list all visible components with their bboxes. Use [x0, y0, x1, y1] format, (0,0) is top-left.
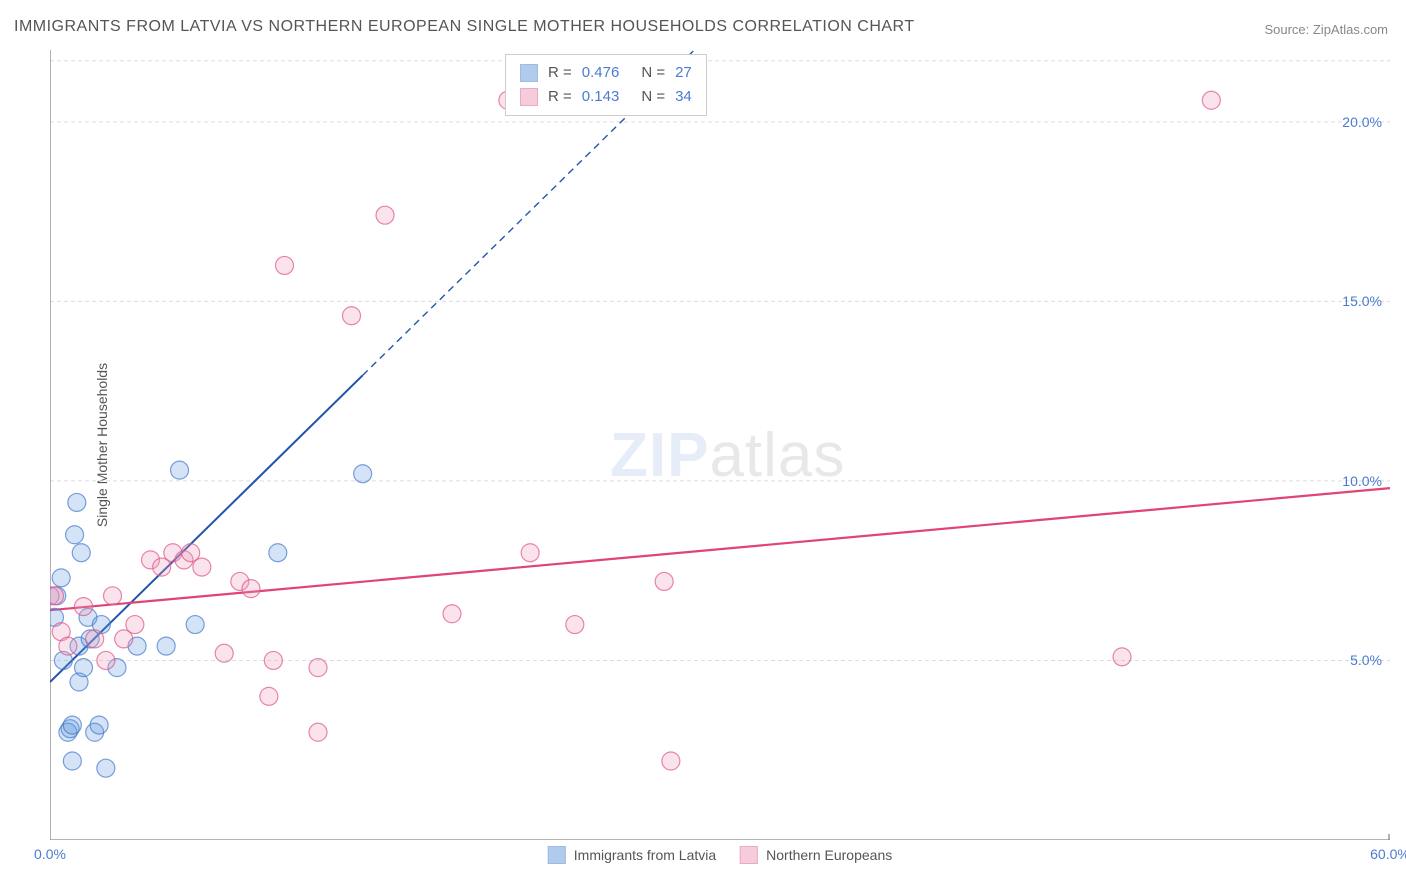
swatch-latvia: [548, 846, 566, 864]
y-tick-label: 20.0%: [1342, 114, 1382, 130]
legend-item-northern: Northern Europeans: [740, 846, 892, 864]
r-label: R =: [548, 85, 572, 109]
y-tick-label: 10.0%: [1342, 473, 1382, 489]
series-legend: Immigrants from Latvia Northern European…: [548, 846, 892, 864]
r-value-latvia: 0.476: [582, 61, 620, 85]
r-value-northern: 0.143: [582, 85, 620, 109]
chart-title: IMMIGRANTS FROM LATVIA VS NORTHERN EUROP…: [14, 18, 915, 36]
swatch-northern: [740, 846, 758, 864]
n-value-northern: 34: [675, 85, 692, 109]
n-value-latvia: 27: [675, 61, 692, 85]
r-label: R =: [548, 61, 572, 85]
chart-area: Single Mother Households R = 0.476 N = 2…: [50, 50, 1390, 840]
x-tick-label: 0.0%: [34, 846, 66, 862]
swatch-northern: [520, 88, 538, 106]
legend-label-latvia: Immigrants from Latvia: [574, 847, 716, 863]
n-label: N =: [641, 61, 665, 85]
swatch-latvia: [520, 64, 538, 82]
n-label: N =: [641, 85, 665, 109]
scatter-plot: [50, 50, 1390, 840]
legend-row-northern: R = 0.143 N = 34: [520, 85, 692, 109]
correlation-legend: R = 0.476 N = 27 R = 0.143 N = 34: [505, 54, 707, 116]
y-tick-label: 5.0%: [1350, 652, 1382, 668]
x-tick-label: 60.0%: [1370, 846, 1406, 862]
legend-row-latvia: R = 0.476 N = 27: [520, 61, 692, 85]
legend-item-latvia: Immigrants from Latvia: [548, 846, 716, 864]
source-label: Source: ZipAtlas.com: [1264, 22, 1388, 37]
legend-label-northern: Northern Europeans: [766, 847, 892, 863]
y-tick-label: 15.0%: [1342, 293, 1382, 309]
